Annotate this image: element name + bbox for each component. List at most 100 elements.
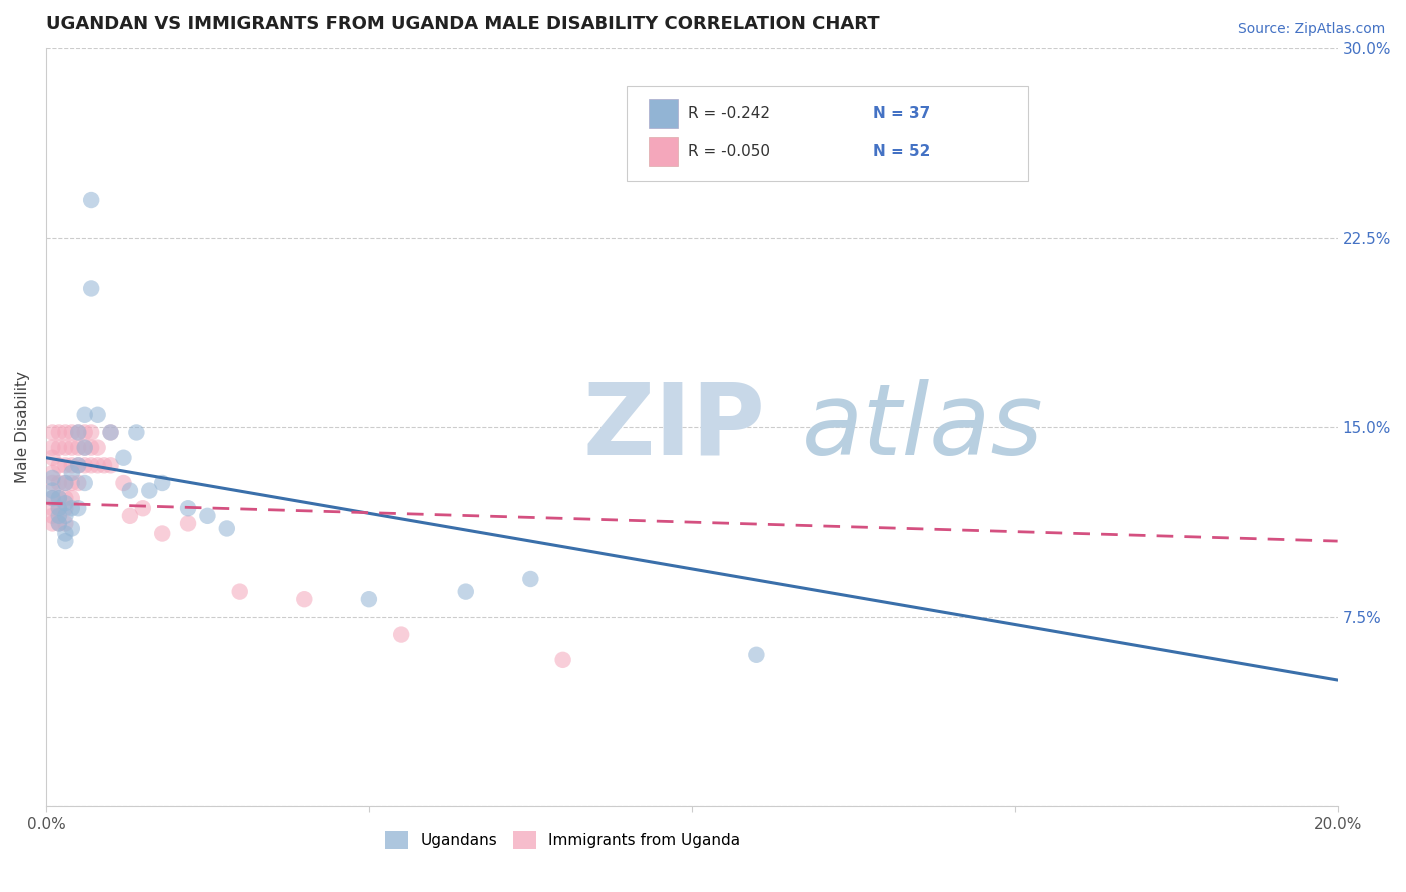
Point [67,425,90,440]
Point [41,471,63,485]
Point [60,521,83,535]
Point [292,592,315,607]
Point [60,475,83,490]
Point [48,516,70,531]
Point [48,458,70,473]
Point [551,653,574,667]
Point [67,475,90,490]
Point [100,425,122,440]
Point [73,458,96,473]
Point [125,425,148,440]
Point [93,458,115,473]
Point [53,516,76,531]
Point [41,516,63,531]
Point [48,491,70,505]
Point [53,491,76,505]
Point [73,475,96,490]
Point [80,441,103,455]
Point [80,458,103,473]
Point [132,501,155,516]
Point [53,508,76,523]
Point [519,572,541,586]
Point [41,475,63,490]
Text: UGANDAN VS IMMIGRANTS FROM UGANDA MALE DISABILITY CORRELATION CHART: UGANDAN VS IMMIGRANTS FROM UGANDA MALE D… [46,15,880,33]
FancyBboxPatch shape [650,99,678,128]
Point [215,521,238,535]
Point [86,458,108,473]
Point [67,458,90,473]
Point [48,491,70,505]
Point [177,501,200,516]
Point [100,458,122,473]
Point [53,458,76,473]
Point [118,483,141,498]
Text: ZIP: ZIP [582,379,765,476]
Text: atlas: atlas [801,379,1043,476]
Point [60,458,83,473]
Point [67,441,90,455]
Point [86,408,108,422]
Point [48,475,70,490]
Point [100,425,122,440]
Point [53,475,76,490]
Point [41,501,63,516]
Point [150,526,173,541]
Point [60,466,83,480]
Point [80,425,103,440]
Point [48,516,70,531]
Point [48,425,70,440]
Point [41,425,63,440]
Point [67,425,90,440]
Point [48,508,70,523]
Point [53,425,76,440]
Point [41,483,63,498]
Point [454,584,477,599]
FancyBboxPatch shape [650,137,678,166]
Point [86,441,108,455]
Point [41,491,63,505]
Text: Source: ZipAtlas.com: Source: ZipAtlas.com [1237,22,1385,37]
Point [60,491,83,505]
Point [150,475,173,490]
Point [53,501,76,516]
Point [41,441,63,455]
Point [48,501,70,516]
Point [48,441,70,455]
Point [80,193,103,207]
Point [357,592,380,607]
Text: N = 37: N = 37 [873,106,929,121]
Point [48,501,70,516]
Point [745,648,768,662]
Point [177,516,200,531]
Point [41,508,63,523]
Point [41,491,63,505]
Point [53,496,76,510]
Point [67,501,90,516]
Point [228,584,250,599]
Point [73,441,96,455]
Point [112,475,135,490]
Text: N = 52: N = 52 [873,144,929,159]
Point [73,425,96,440]
Point [53,534,76,549]
Point [53,475,76,490]
Text: R = -0.242: R = -0.242 [688,106,770,121]
Point [67,458,90,473]
FancyBboxPatch shape [627,87,1028,181]
Point [41,466,63,480]
Point [53,441,76,455]
Point [118,508,141,523]
Point [53,526,76,541]
Point [138,483,160,498]
Point [60,425,83,440]
Point [80,281,103,295]
Point [73,408,96,422]
Point [389,627,412,641]
Point [41,450,63,465]
Point [112,450,135,465]
Point [60,501,83,516]
Point [60,441,83,455]
Text: R = -0.050: R = -0.050 [688,144,770,159]
Point [197,508,219,523]
Y-axis label: Male Disability: Male Disability [15,371,30,483]
